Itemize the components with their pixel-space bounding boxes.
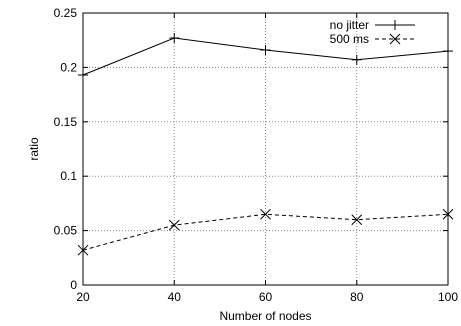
data-point-no-jitter: [169, 33, 180, 44]
data-point-no-jitter: [351, 54, 362, 65]
x-tick-label: 100: [438, 290, 458, 304]
y-axis-label: ratio: [27, 137, 41, 161]
data-point-no-jitter: [260, 44, 271, 55]
legend-marker: [389, 33, 401, 45]
data-point-500ms: [168, 219, 180, 231]
data-point-no-jitter: [443, 46, 453, 57]
y-tick-label: 0.05: [54, 224, 78, 238]
series-group: [77, 33, 454, 256]
axis-ticks: 20 40 60 80 100 0 0.05 0.1 0.15 0.2 0.25: [54, 6, 459, 304]
y-tick-label: 0: [70, 278, 77, 292]
y-tick-label: 0.15: [54, 115, 78, 129]
legend-label: 500 ms: [330, 32, 369, 46]
data-point-500ms: [260, 208, 271, 220]
y-tick-label: 0.1: [60, 169, 77, 183]
legend-label: no jitter: [330, 18, 369, 32]
x-axis-label: Number of nodes: [219, 309, 311, 323]
data-point-500ms: [77, 244, 89, 256]
x-tick-label: 40: [168, 290, 182, 304]
y-tick-label: 0.2: [60, 60, 77, 74]
x-tick-label: 20: [76, 290, 90, 304]
legend-marker: [390, 20, 400, 30]
x-tick-label: 80: [350, 290, 364, 304]
grid: [83, 13, 448, 285]
data-point-500ms: [351, 214, 363, 226]
data-point-500ms: [442, 208, 454, 220]
y-tick-label: 0.25: [54, 6, 78, 20]
data-point-no-jitter: [78, 70, 88, 81]
x-tick-label: 60: [259, 290, 273, 304]
series-line-500ms: [82, 213, 449, 251]
